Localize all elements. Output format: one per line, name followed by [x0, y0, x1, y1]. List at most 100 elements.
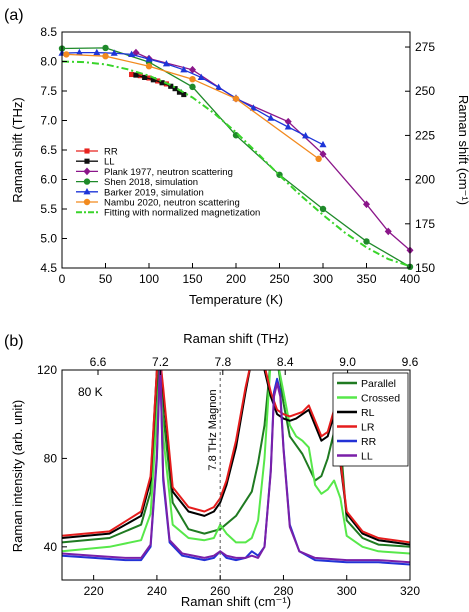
data-point-a-1	[159, 80, 165, 86]
data-point-a-2	[384, 227, 392, 236]
data-point-a-1	[150, 77, 156, 83]
legend-label-b: Crossed	[361, 393, 400, 405]
legend-marker-a	[83, 178, 91, 185]
x-tick-label-b: 300	[337, 584, 357, 598]
magnon-annotation: 7.8 THz Magnon	[207, 389, 219, 470]
y2-tick-label-a: 250	[415, 84, 435, 98]
legend-label-a: RR	[104, 147, 118, 158]
y-tick-label-b: 120	[37, 363, 57, 377]
x-tick-label-a: 350	[356, 272, 376, 286]
legend-label-b: Parallel	[361, 378, 396, 390]
data-point-a-4	[302, 132, 310, 139]
x-tick-label-b: 260	[210, 584, 230, 598]
legend-label-b: LR	[361, 422, 375, 434]
data-point-a-2	[188, 65, 197, 74]
y-axis-label-a: Raman shift (THz)	[10, 97, 25, 202]
y-tick-label-b: 80	[44, 451, 58, 465]
data-point-a-4	[110, 49, 118, 56]
data-point-a-4	[249, 104, 257, 111]
y2-tick-label-a: 225	[415, 128, 435, 142]
series-line-a-5	[66, 53, 320, 160]
data-point-a-1	[176, 89, 183, 95]
y2-tick-label-a: 175	[415, 217, 435, 231]
x-tick-label-a: 250	[269, 272, 289, 286]
data-point-a-1	[181, 91, 187, 98]
plot-frame-b	[61, 369, 411, 581]
y-tick-label-a: 6.5	[40, 143, 57, 157]
data-point-a-1	[168, 83, 174, 89]
legend-label-a: LL	[104, 157, 115, 168]
series-line-a-2	[135, 52, 411, 251]
y2-tick-label-a: 150	[415, 261, 435, 275]
series-line-b-5	[62, 370, 410, 564]
data-point-a-3	[189, 83, 196, 91]
x-tick-label-a: 50	[99, 272, 113, 286]
x-tick-label-a: 0	[59, 272, 66, 286]
legend-marker-a	[83, 198, 91, 206]
x-tick-label-a: 400	[400, 272, 420, 286]
x2-axis-label-b: Raman shift (THz)	[183, 331, 288, 346]
panel-b: (b) Raman shift (THz) 7.8 THz Magnon 220…	[4, 331, 420, 609]
legend-label-b: RL	[361, 407, 375, 419]
data-point-a-3	[102, 44, 109, 52]
data-point-a-2	[284, 117, 292, 126]
legend-b: Parallel Crossed RL LR RR LL	[332, 372, 409, 467]
data-point-a-4	[145, 55, 153, 62]
legend-marker-a	[84, 148, 90, 154]
x-tick-label-b: 320	[400, 584, 420, 598]
panel-label-b: (b)	[4, 333, 24, 350]
data-point-a-4	[162, 60, 170, 67]
y-tick-label-a: 6.0	[40, 173, 57, 187]
panel-label-a: (a)	[4, 7, 24, 24]
data-point-a-4	[93, 48, 101, 56]
data-point-a-0	[129, 71, 135, 78]
x-axis-label-a: Temperature (K)	[189, 292, 283, 307]
x-tick-label-b: 280	[273, 584, 293, 598]
y2-tick-label-a: 200	[415, 173, 435, 187]
data-point-a-4	[215, 83, 223, 91]
x2-tick-label-b: 9.6	[402, 355, 419, 369]
data-point-a-3	[363, 238, 370, 245]
legend-label-b: LL	[361, 451, 373, 463]
y-tick-label-a: 8.0	[40, 55, 57, 69]
x-tick-label-b: 220	[84, 584, 104, 598]
data-point-a-4	[128, 50, 136, 57]
data-point-a-5	[232, 95, 240, 102]
data-point-a-5	[145, 63, 153, 70]
legend-label-b: RR	[361, 436, 377, 448]
x2-tick-label-b: 7.8	[214, 355, 231, 369]
data-point-a-4	[75, 48, 83, 56]
data-point-a-5	[102, 52, 109, 60]
data-point-a-1	[133, 72, 139, 78]
y2-tick-label-a: 275	[415, 40, 435, 54]
y2-axis-label-a: Raman shift (cm⁻¹)	[456, 95, 469, 205]
series-line-b-3	[62, 370, 410, 544]
legend-box-b	[332, 372, 409, 467]
legend-label-a: Plank 1977, neutron scattering	[104, 167, 233, 178]
x2-tick-label-b: 6.6	[90, 355, 107, 369]
y-tick-label-a: 5.0	[40, 232, 57, 246]
y-axis-label-b: Raman intensity (arb. unit)	[10, 400, 25, 552]
data-point-a-5	[189, 76, 196, 83]
temperature-label: 80 K	[78, 385, 103, 399]
legend-marker-a	[83, 187, 91, 195]
data-point-a-4	[319, 140, 327, 148]
y-tick-label-a: 7.5	[40, 84, 57, 98]
data-point-a-5	[315, 155, 322, 163]
y-tick-label-a: 5.5	[40, 202, 57, 216]
panel-a: (a) 0 50 100 150 200 250 300 350 400 4.5 5.0 5.5 6.…	[4, 7, 469, 307]
series-line-a-4	[61, 51, 324, 146]
legend-marker-a	[83, 167, 91, 176]
x-tick-label-a: 200	[226, 272, 246, 286]
data-point-a-4	[284, 123, 292, 130]
legend-label-a: Fitting with normalized magnetization	[104, 208, 260, 219]
data-point-a-2	[362, 200, 371, 209]
y-tick-label-a: 4.5	[40, 261, 57, 275]
series-line-a-6	[61, 60, 411, 268]
x-tick-label-b: 240	[147, 584, 167, 598]
data-point-a-4	[180, 65, 188, 73]
data-point-a-4	[197, 73, 205, 80]
x2-tick-label-b: 9.0	[339, 355, 356, 369]
legend-label-a: Shen 2018, simulation	[104, 177, 198, 188]
